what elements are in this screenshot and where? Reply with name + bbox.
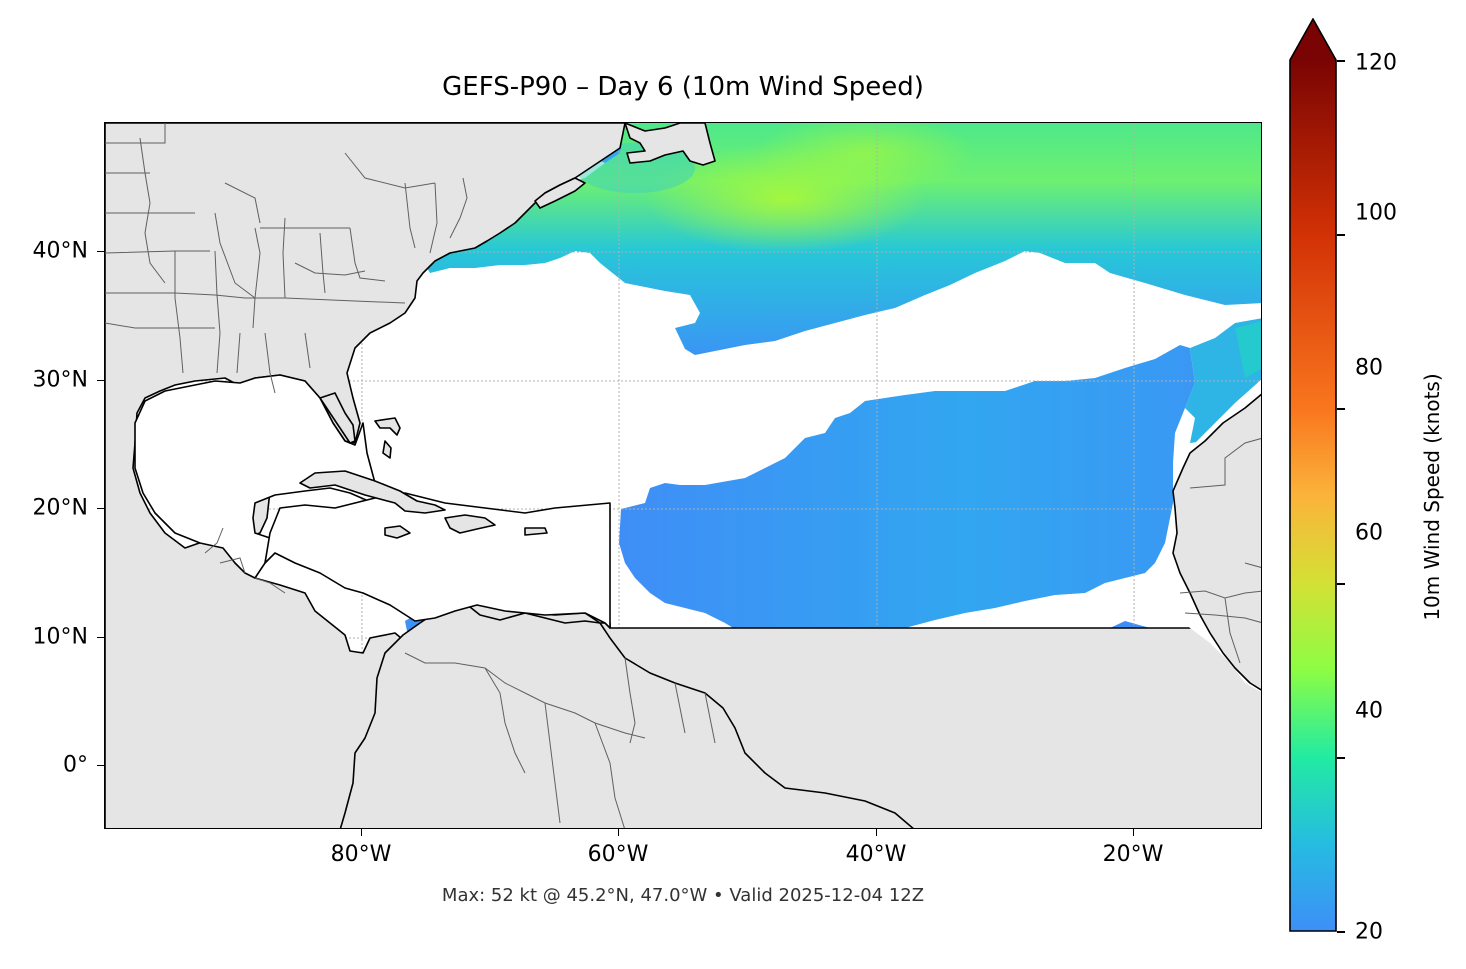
y-tick-mark — [97, 765, 104, 767]
colorbar-tick — [1337, 583, 1345, 585]
colorbar-title: 10m Wind Speed (knots) — [1420, 373, 1444, 621]
land-south-america — [339, 602, 914, 828]
colorbar-tick — [1337, 60, 1345, 62]
y-tick-label: 20°N — [32, 495, 88, 521]
land-nova-scotia — [534, 177, 586, 209]
land-hispaniola — [444, 514, 496, 534]
colorbar — [1289, 18, 1337, 932]
y-tick-mark — [97, 637, 104, 639]
caribbean-sea — [264, 492, 611, 629]
land-puerto-rico — [524, 527, 548, 536]
map-panel[interactable] — [104, 122, 1262, 829]
colorbar-tick — [1337, 931, 1345, 933]
land-layer-2 — [339, 393, 1261, 828]
map-canvas — [105, 123, 1261, 828]
x-tick-label: 20°W — [1102, 842, 1164, 867]
y-tick-mark — [97, 508, 104, 510]
y-tick-mark — [97, 380, 104, 382]
chart-title: GEFS-P90 – Day 6 (10m Wind Speed) — [442, 72, 924, 102]
political-borders — [105, 123, 1261, 828]
colorbar-tick — [1337, 757, 1345, 759]
x-tick-mark — [618, 829, 620, 836]
colorbar-tick-label: 20 — [1355, 919, 1383, 945]
land-cuba — [299, 470, 446, 514]
gulf-of-mexico — [134, 374, 376, 579]
colorbar-tick-label: 100 — [1355, 200, 1397, 226]
x-tick-label: 40°W — [845, 842, 907, 867]
colorbar-tick-label: 120 — [1355, 50, 1397, 76]
colorbar-tick-label: 40 — [1355, 698, 1383, 724]
land-africa — [1172, 393, 1261, 691]
colorbar-tick — [1337, 408, 1345, 410]
x-tick-mark — [361, 829, 363, 836]
y-tick-label: 40°N — [32, 238, 88, 264]
y-tick-mark — [97, 251, 104, 253]
x-tick-mark — [1133, 829, 1135, 836]
y-tick-label: 30°N — [32, 367, 88, 393]
land-bahamas — [374, 417, 401, 436]
x-tick-label: 60°W — [587, 842, 649, 867]
land-newfoundland — [624, 123, 716, 166]
land-florida — [319, 392, 356, 444]
caribbean-islands — [299, 123, 716, 539]
land-jamaica — [384, 525, 411, 539]
max-info-footer: Max: 52 kt @ 45.2°N, 47.0°W • Valid 2025… — [441, 885, 925, 906]
colorbar-extend-arrow — [1290, 19, 1336, 60]
colorbar-tick — [1337, 234, 1345, 236]
colorbar-tick-label: 60 — [1355, 520, 1383, 546]
y-tick-label: 10°N — [32, 624, 88, 650]
colorbar-tick-label: 80 — [1355, 355, 1383, 381]
x-tick-label: 80°W — [330, 842, 392, 867]
wind-band-trades — [619, 345, 1195, 637]
x-tick-mark — [876, 829, 878, 836]
y-tick-label: 0° — [63, 752, 88, 778]
